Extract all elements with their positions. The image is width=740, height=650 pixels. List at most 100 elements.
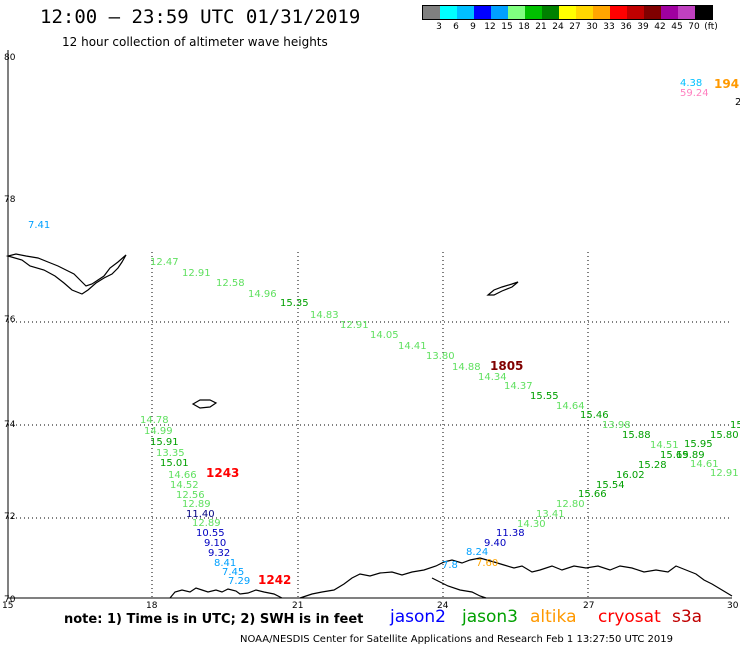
wave-height-value: 14.96	[248, 289, 277, 300]
longitude-labels: 15 18 21 24 27 30	[2, 601, 739, 611]
color-swatch	[559, 6, 576, 19]
latitude-label: 78	[4, 195, 16, 205]
color-swatch	[576, 6, 593, 19]
wave-height-value: 15	[730, 420, 740, 431]
color-swatch	[542, 6, 559, 19]
color-swatch	[610, 6, 627, 19]
footer-note: note: 1) Time is in UTC; 2) SWH is in fe…	[64, 612, 364, 627]
color-scale-tick-label: 21	[535, 22, 547, 32]
wave-height-value: 15.95	[684, 439, 713, 450]
color-swatch	[593, 6, 610, 19]
color-scale-tick-label: 45	[671, 22, 683, 32]
color-scale-tick-label: (ft)	[704, 22, 718, 32]
color-scale-tick-label: 36	[620, 22, 632, 32]
color-swatch	[525, 6, 542, 19]
wave-height-value: 14.66	[168, 470, 197, 481]
longitude-label: 27	[583, 601, 594, 611]
wave-height-value: 14.64	[556, 401, 585, 412]
color-swatch	[644, 6, 661, 19]
wave-height-value: 7.60	[476, 558, 498, 569]
color-scale-tick-label: 9	[470, 22, 476, 32]
wave-height-value: 16.02	[616, 470, 645, 481]
wave-height-value: 12.91	[340, 320, 369, 331]
wave-height-value: 14.37	[504, 381, 533, 392]
latitude-label: 74	[4, 420, 16, 430]
wave-height-value: 11.40	[186, 509, 215, 520]
latitude-label: 76	[4, 315, 16, 325]
wave-height-value: 13.98	[602, 420, 631, 431]
wave-height-value: 15.66	[578, 489, 607, 500]
color-swatch	[474, 6, 491, 19]
color-swatch	[661, 6, 678, 19]
bear-island-coast	[191, 399, 218, 409]
wave-height-value: 7.41	[28, 220, 50, 231]
wave-height-value: 59.24	[680, 88, 709, 99]
color-scale-swatches	[422, 5, 713, 20]
wave-height-value: 9.32	[208, 548, 230, 559]
wave-height-value: 15.46	[580, 410, 609, 421]
chart-title: 12:00 – 23:59 UTC 01/31/2019	[40, 6, 361, 28]
color-scale-tick-label: 42	[654, 22, 666, 32]
wave-height-value: 8.24	[466, 547, 488, 558]
color-scale-tick-label: 12	[484, 22, 496, 32]
pass-time-labels: 194 1805 1243 1242	[206, 77, 739, 587]
wave-height-value: 12.47	[150, 257, 179, 268]
norway-coast	[169, 587, 283, 599]
wave-height-value: 12.58	[216, 278, 245, 289]
wave-height-value: 12.91	[710, 468, 739, 479]
wave-height-value: 12.89	[192, 518, 221, 529]
map-frame	[7, 50, 732, 599]
kola-coast	[299, 557, 733, 599]
color-scale-tick-label: 70	[688, 22, 700, 32]
hopen-coast	[486, 281, 519, 296]
longitude-label: 21	[292, 601, 303, 611]
wave-height-values: 4.3859.2427.4112.4712.9112.5814.9615.351…	[28, 78, 740, 587]
wave-height-value: 14.61	[690, 459, 719, 470]
color-scale-tick-label: 33	[603, 22, 615, 32]
wave-height-value: 14.34	[478, 372, 507, 383]
longitude-label: 15	[2, 601, 13, 611]
color-swatch	[440, 6, 457, 19]
color-scale-tick-label: 15	[501, 22, 513, 32]
coastline	[5, 253, 733, 599]
satellite-legend-entry: cryosat	[598, 607, 661, 627]
wave-height-value: 12.89	[182, 499, 211, 510]
pass-time-label: 1242	[258, 573, 291, 587]
wave-height-value: 14.52	[170, 480, 199, 491]
longitude-label: 24	[437, 601, 449, 611]
pass-time-label: 1805	[490, 359, 523, 373]
wave-height-value: 11.38	[496, 528, 525, 539]
satellite-legend-entry: s3a	[672, 607, 703, 627]
wave-height-value: 14.30	[517, 519, 546, 530]
wave-height-value: 7.29	[228, 576, 250, 587]
color-scale-tick-label: 39	[637, 22, 649, 32]
wave-height-value: 2	[735, 97, 740, 108]
latitude-label: 70	[4, 595, 16, 605]
latitude-label: 72	[4, 512, 15, 522]
wave-height-value: 13.80	[426, 351, 455, 362]
color-swatch	[423, 6, 440, 19]
color-scale-tick-label: 3	[436, 22, 442, 32]
wave-height-value: 13.41	[536, 509, 565, 520]
svalbard-coast	[5, 253, 127, 295]
wave-height-value: 7.8	[442, 560, 458, 571]
wave-height-value: 10.55	[196, 528, 225, 539]
color-swatch	[678, 6, 695, 19]
color-swatch	[627, 6, 644, 19]
wave-height-value: 14.83	[310, 310, 339, 321]
latitude-label: 80	[4, 53, 16, 63]
wave-height-value: 15.80	[710, 430, 739, 441]
color-scale-labels: 3 6 9 12 15 18 21 24 27 30 33 36 39 42 45 70 (ft)	[422, 20, 718, 34]
satellite-legend-entry: jason2	[390, 607, 446, 627]
wave-height-value: 14.51	[650, 440, 679, 451]
wave-height-value: 14.99	[144, 426, 173, 437]
wave-height-value: 12.56	[176, 490, 205, 501]
chart-subtitle: 12 hour collection of altimeter wave hei…	[62, 35, 328, 49]
color-scale-tick-label: 24	[552, 22, 564, 32]
wave-height-value: 9.40	[484, 538, 506, 549]
longitude-label: 18	[146, 601, 158, 611]
wave-height-value: 15.55	[530, 391, 559, 402]
color-swatch	[457, 6, 474, 19]
wave-height-value: 12.91	[182, 268, 211, 279]
